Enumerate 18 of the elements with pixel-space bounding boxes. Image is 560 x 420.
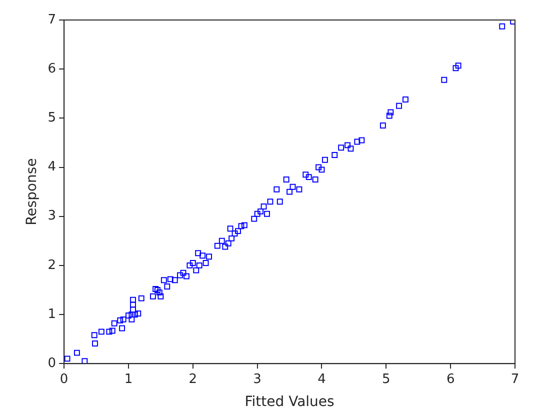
y-tick-label: 0 (48, 356, 56, 371)
y-tick-label: 6 (48, 61, 56, 76)
y-tick-label: 5 (48, 110, 56, 126)
x-tick-label: 5 (382, 372, 390, 387)
y-tick-label: 2 (48, 258, 56, 273)
x-tick-label: 7 (510, 372, 520, 387)
x-tick-label: 1 (124, 372, 133, 387)
x-tick-label: 2 (188, 372, 198, 387)
x-tick-label: 4 (318, 372, 326, 387)
y-tick-label: 3 (48, 208, 56, 224)
x-tick-label: 3 (253, 372, 262, 387)
y-tick-label: 4 (48, 160, 56, 175)
x-axis-title: Fitted Values (244, 394, 334, 410)
x-tick-label: 6 (446, 372, 455, 387)
x-tick-label: 0 (60, 372, 68, 387)
y-tick-label: 1 (48, 306, 56, 322)
y-axis-title: Response (24, 158, 40, 226)
y-tick-label: 7 (48, 12, 56, 28)
